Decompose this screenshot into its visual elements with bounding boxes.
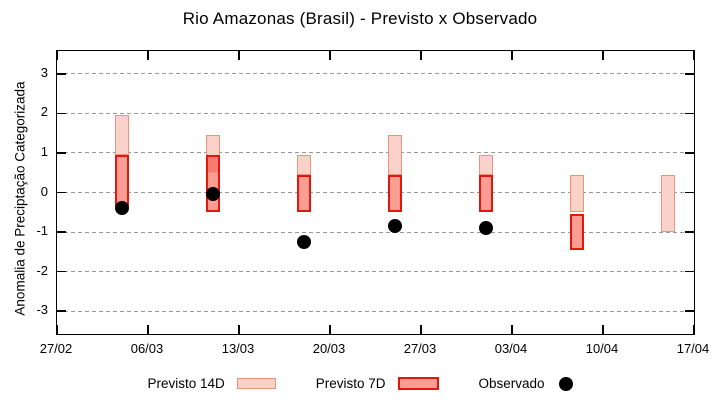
gridline xyxy=(57,112,694,114)
bar-previsto-7d xyxy=(297,174,311,213)
legend-swatch-previsto-7d xyxy=(397,377,439,390)
y-tick-label: 2 xyxy=(40,104,48,120)
bar-forecast-overlap xyxy=(208,156,218,173)
y-tick-label: -2 xyxy=(36,262,48,278)
chart-title: Rio Amazonas (Brasil) - Previsto x Obser… xyxy=(182,9,538,28)
y-tick-mark xyxy=(57,231,66,233)
gridline xyxy=(57,310,694,312)
y-tick-label: -3 xyxy=(36,302,48,318)
gridline xyxy=(57,152,694,154)
y-tick-label: -1 xyxy=(36,223,48,239)
y-axis-label: Anomalia de Preciptação Categorizada xyxy=(12,81,28,316)
legend-dot-observado xyxy=(558,376,573,391)
bar-previsto-7d xyxy=(479,174,493,213)
y-tick-mark xyxy=(57,73,66,75)
legend-label-previsto-14d: Previsto 14D xyxy=(147,376,225,391)
x-tick-mark xyxy=(56,51,58,60)
bar-previsto-7d xyxy=(570,214,584,250)
bar-previsto-7d xyxy=(388,174,402,213)
bar-previsto-14d xyxy=(661,174,675,232)
y-tick-mark xyxy=(57,270,66,273)
x-tick-mark xyxy=(602,325,604,334)
y-tick-mark xyxy=(685,310,694,312)
y-tick-mark xyxy=(685,73,694,75)
x-tick-label: 03/04 xyxy=(494,341,528,356)
legend-label-previsto-7d: Previsto 7D xyxy=(315,376,386,391)
x-tick-mark xyxy=(238,325,240,334)
x-tick-label: 17/04 xyxy=(676,341,710,356)
x-tick-mark xyxy=(329,325,331,334)
observado-dot xyxy=(479,221,493,236)
y-tick-label: 0 xyxy=(40,183,48,199)
x-tick-mark xyxy=(147,325,149,334)
y-tick-mark xyxy=(685,112,694,115)
x-tick-mark xyxy=(238,51,240,60)
y-tick-mark xyxy=(685,191,694,194)
legend-item-previsto-14d: Previsto 14D xyxy=(147,376,276,391)
gridline xyxy=(57,271,694,273)
plot-area xyxy=(56,50,695,335)
y-tick-mark xyxy=(685,270,694,273)
y-tick-mark xyxy=(57,191,66,194)
bar-previsto-14d xyxy=(297,154,311,175)
x-tick-mark xyxy=(511,325,513,334)
y-tick-mark xyxy=(57,112,66,115)
x-tick-mark xyxy=(147,51,149,60)
gridline xyxy=(57,231,694,233)
x-tick-label: 20/03 xyxy=(312,341,346,356)
x-tick-label: 06/03 xyxy=(130,341,164,356)
legend-swatch-previsto-14d xyxy=(236,378,276,389)
y-tick-label: 3 xyxy=(40,64,48,80)
observado-dot xyxy=(115,201,129,216)
observado-dot xyxy=(388,219,402,234)
x-tick-mark xyxy=(693,51,695,60)
y-tick-mark xyxy=(57,310,66,312)
observado-dot xyxy=(206,187,220,202)
bar-previsto-14d xyxy=(388,135,402,175)
y-tick-label: 1 xyxy=(40,143,48,159)
bar-previsto-14d xyxy=(115,115,129,155)
legend-label-observado: Observado xyxy=(478,376,545,391)
gridline xyxy=(57,73,694,75)
x-tick-mark xyxy=(693,325,695,334)
x-tick-mark xyxy=(56,325,58,334)
bar-previsto-7d xyxy=(115,154,129,207)
legend-item-observado: Observado xyxy=(479,376,573,391)
x-tick-label: 10/04 xyxy=(585,341,619,356)
x-tick-label: 27/02 xyxy=(39,341,73,356)
gridline xyxy=(57,192,694,193)
x-tick-mark xyxy=(420,51,422,60)
y-tick-mark xyxy=(57,152,66,154)
x-tick-mark xyxy=(420,325,422,334)
legend-item-previsto-7d: Previsto 7D xyxy=(316,376,439,391)
x-tick-label: 13/03 xyxy=(221,341,255,356)
x-tick-mark xyxy=(602,51,604,60)
y-tick-mark xyxy=(685,152,694,154)
chart-legend: Previsto 14D Previsto 7D Observado xyxy=(0,376,720,391)
observado-dot xyxy=(297,234,311,249)
bar-previsto-14d xyxy=(570,174,584,213)
x-tick-mark xyxy=(511,51,513,60)
y-tick-mark xyxy=(685,231,694,233)
bar-previsto-14d xyxy=(479,154,493,175)
x-tick-label: 27/03 xyxy=(403,341,437,356)
x-tick-mark xyxy=(329,51,331,60)
